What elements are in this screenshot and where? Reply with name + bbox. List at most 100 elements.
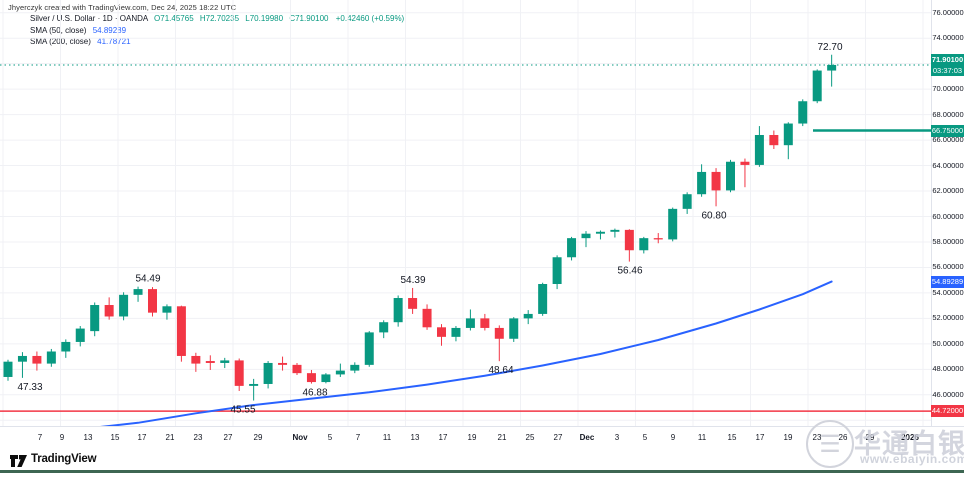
candle[interactable] [740, 161, 750, 165]
candle[interactable] [234, 360, 244, 386]
candle[interactable] [465, 318, 475, 328]
time-tick-label: 25 [525, 433, 535, 442]
candle[interactable] [581, 233, 591, 239]
time-tick-label: 3 [614, 433, 620, 442]
price-tick-label: 68.00000 [932, 109, 964, 119]
chart-pane[interactable]: 47.33 54.49 45.55 46.88 54.39 48.64 56.46 60.80… [0, 0, 931, 426]
tradingview-brand-text[interactable]: TradingView [31, 453, 97, 465]
candle[interactable] [3, 361, 13, 377]
candle[interactable] [321, 374, 331, 383]
candle[interactable] [754, 134, 764, 165]
candle[interactable] [46, 351, 56, 364]
candle[interactable] [480, 318, 490, 328]
high-value: H72.70235 [199, 14, 240, 23]
candle[interactable] [133, 289, 143, 295]
low-value: L70.19980 [245, 14, 284, 23]
time-tick-label: 21 [497, 433, 507, 442]
candle[interactable] [682, 194, 692, 209]
candle[interactable] [523, 313, 533, 319]
point-label: 54.49 [135, 274, 160, 285]
time-tick-label: 27 [553, 433, 563, 442]
candle[interactable] [90, 305, 100, 332]
candle[interactable] [32, 355, 42, 364]
candle[interactable] [437, 327, 446, 337]
attribution-text: Jhyerczyk created with TradingView.com, … [8, 3, 237, 12]
candle[interactable] [306, 373, 316, 383]
candle[interactable] [292, 364, 302, 374]
time-tick-label: 19 [467, 433, 477, 442]
change-value: +0.42460 (+0.59%) [335, 14, 405, 23]
time-tick-label: 11 [382, 433, 392, 442]
current-price-value: 71.90100 [931, 54, 964, 64]
candle[interactable] [119, 294, 129, 317]
candle[interactable] [595, 231, 605, 234]
candle[interactable] [263, 362, 273, 384]
candle[interactable] [494, 327, 504, 339]
candle[interactable] [278, 362, 288, 365]
candle[interactable] [350, 364, 360, 371]
candle[interactable] [162, 306, 172, 313]
time-tick-label: 13 [410, 433, 420, 442]
time-tick-label: 5 [642, 433, 648, 442]
candle[interactable] [653, 238, 663, 240]
time-axis[interactable]: 7 9 13 15 17 21 23 27 29 Nov 5 7 11 13 17 19 21 25 27 Dec 3 5… [0, 427, 964, 449]
axis-separator-line [0, 426, 964, 427]
candle[interactable] [538, 284, 548, 314]
sma50-badge-value: 54.89289 [931, 276, 964, 286]
symbol-title[interactable]: Silver / U.S. Dollar · 1D · OANDA [30, 14, 148, 23]
candle[interactable] [249, 383, 259, 386]
candle[interactable] [191, 355, 201, 364]
point-label: 54.39 [400, 275, 425, 286]
candle[interactable] [451, 327, 461, 337]
candle[interactable] [639, 238, 649, 251]
candle[interactable] [393, 298, 403, 323]
sma50-line[interactable] [80, 280, 833, 426]
candle[interactable] [176, 306, 186, 356]
candle[interactable] [205, 361, 215, 363]
candle[interactable] [552, 257, 562, 284]
point-label: 46.88 [302, 388, 327, 399]
candle[interactable] [798, 101, 808, 124]
candle[interactable] [220, 360, 230, 363]
time-tick-label: Dec [579, 433, 595, 442]
sma50-label[interactable]: SMA (50, close) [30, 25, 87, 35]
legend-sma50-row: SMA (50, close) 54.89289 [30, 25, 404, 37]
candle[interactable] [422, 308, 432, 328]
candle[interactable] [783, 123, 793, 146]
candle[interactable] [769, 134, 779, 146]
candle[interactable] [379, 322, 389, 333]
candle[interactable] [827, 64, 837, 71]
price-tick-label: 62.00000 [932, 186, 964, 196]
price-tick-label: 48.00000 [932, 364, 964, 374]
time-tick-label: 21 [165, 433, 175, 442]
candle[interactable] [711, 171, 721, 191]
candle[interactable] [697, 171, 707, 195]
tradingview-logo-icon[interactable] [9, 454, 28, 468]
candle[interactable] [75, 328, 85, 342]
time-tick-label: 26 [838, 433, 848, 442]
candle[interactable] [408, 298, 418, 309]
candle[interactable] [726, 161, 735, 191]
candle[interactable] [148, 289, 157, 313]
time-tick-label: 17 [438, 433, 448, 442]
candle[interactable] [624, 229, 634, 251]
candle[interactable] [812, 70, 822, 102]
price-tick-label: 52.00000 [932, 313, 964, 323]
green-level-value: 66.75000 [931, 125, 964, 135]
point-label: 48.64 [488, 365, 513, 376]
candle[interactable] [364, 332, 374, 365]
candle[interactable] [668, 208, 678, 240]
time-tick-label: 2026 [901, 433, 919, 442]
candlestick-chart[interactable]: 47.33 54.49 45.55 46.88 54.39 48.64 56.46 60.80… [0, 0, 931, 426]
candle[interactable] [61, 341, 71, 352]
price-tick-label: 64.00000 [932, 160, 964, 170]
price-tick-label: 56.00000 [932, 262, 964, 272]
candle[interactable] [567, 238, 577, 258]
candle[interactable] [17, 355, 27, 362]
candle[interactable] [335, 370, 345, 375]
candle[interactable] [104, 305, 114, 317]
red-level-value: 44.72000 [931, 406, 964, 416]
candle[interactable] [509, 318, 519, 339]
candle[interactable] [610, 229, 620, 232]
